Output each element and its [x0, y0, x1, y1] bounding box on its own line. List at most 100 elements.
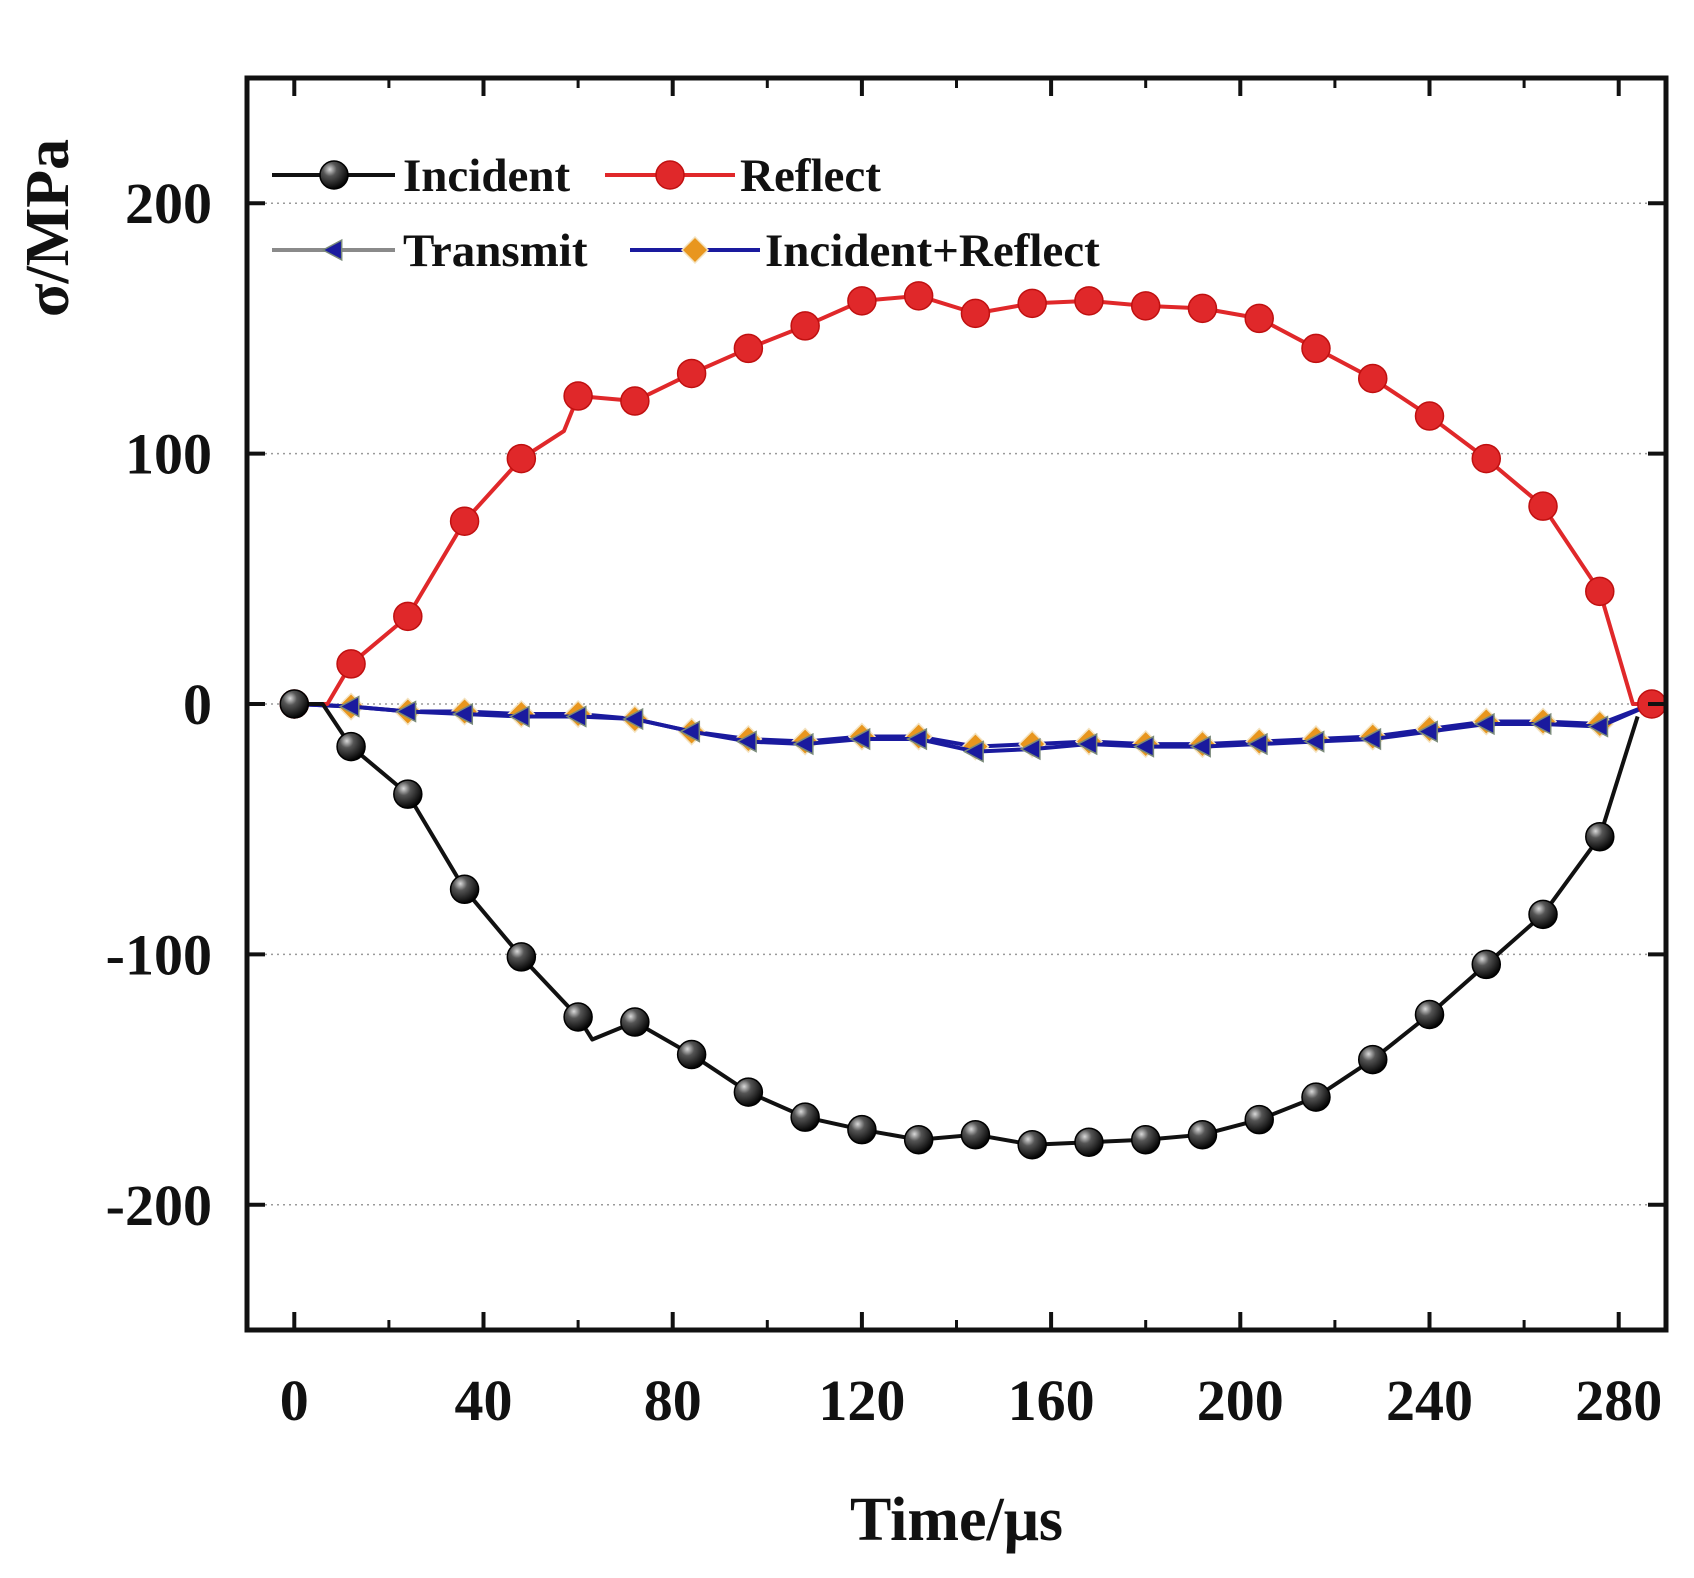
point-incident [563, 1002, 593, 1032]
series-reflect [279, 281, 1667, 719]
point-incident [393, 779, 423, 809]
series-line-incident [294, 702, 1640, 1147]
point-transmit [1473, 712, 1495, 736]
point-transmit [1587, 715, 1609, 738]
point-incident [1414, 999, 1445, 1030]
point-reflect [1357, 363, 1388, 394]
legend-label-transmit: Transmit [403, 225, 588, 277]
point-incident [903, 1124, 934, 1155]
point-incident [960, 1119, 991, 1150]
point-incident [676, 1039, 707, 1070]
series-layer [279, 281, 1667, 1160]
x-tick-label-200: 200 [1197, 1368, 1284, 1433]
point-incident [279, 689, 310, 719]
point-reflect [1017, 288, 1047, 319]
legend-marker-transmit [321, 238, 343, 262]
point-incident [506, 942, 537, 972]
point-transmit [1246, 732, 1268, 756]
point-reflect [1130, 291, 1161, 321]
point-incident [336, 731, 366, 762]
point-reflect [1585, 576, 1615, 607]
point-reflect [393, 601, 423, 632]
point-reflect [563, 381, 593, 411]
legend-item-transmit: Transmit [272, 225, 588, 277]
axis-ticks [247, 78, 1666, 1330]
point-transmit [451, 702, 474, 726]
point-transmit [906, 727, 928, 751]
legend: Incident Reflect Transmit Incident+Reflect [272, 150, 1100, 277]
point-transmit [338, 695, 360, 718]
y-tick-label-200: 200 [125, 171, 212, 236]
point-transmit [792, 732, 814, 756]
point-incident [1585, 821, 1615, 852]
legend-marker-incident [319, 160, 349, 190]
point-transmit [1530, 712, 1552, 736]
point-transmit [1303, 730, 1325, 753]
point-reflect [960, 298, 991, 329]
point-transmit [1076, 732, 1098, 756]
point-reflect [1301, 333, 1331, 364]
y-tick-labels: -200 -100 0 100 200 [106, 171, 212, 1238]
point-incident [847, 1114, 877, 1145]
legend-marker-incident-reflect [680, 235, 710, 265]
point-reflect [733, 333, 764, 364]
point-reflect [847, 286, 877, 316]
point-transmit [962, 740, 984, 763]
point-incident [1244, 1104, 1274, 1135]
legend-label-reflect: Reflect [740, 150, 881, 202]
x-tick-labels: 0 40 80 120 160 200 240 280 [280, 1368, 1662, 1433]
y-tick-label--200: -200 [106, 1173, 212, 1238]
legend-item-incident-reflect: Incident+Reflect [630, 225, 1100, 277]
point-incident [733, 1077, 764, 1107]
point-incident [1357, 1044, 1388, 1075]
grid-lines [247, 202, 1666, 1206]
point-transmit [849, 727, 871, 751]
x-tick-label-240: 240 [1386, 1368, 1473, 1433]
point-transmit [1019, 737, 1041, 761]
x-tick-label-80: 80 [644, 1368, 702, 1433]
legend-item-incident: Incident [272, 150, 570, 202]
point-incident [449, 874, 480, 905]
point-reflect [1528, 491, 1558, 521]
x-tick-label-40: 40 [455, 1368, 513, 1433]
legend-label-incident-reflect: Incident+Reflect [765, 225, 1100, 277]
x-tick-label-120: 120 [818, 1368, 905, 1433]
point-reflect [903, 281, 934, 311]
point-incident [1017, 1129, 1047, 1160]
point-reflect [676, 358, 707, 389]
point-transmit [508, 705, 530, 728]
point-incident [1471, 949, 1502, 980]
point-incident [1074, 1127, 1104, 1157]
point-incident [1301, 1082, 1331, 1112]
point-reflect [790, 311, 820, 341]
point-transmit [1416, 720, 1438, 743]
point-incident [620, 1007, 650, 1037]
y-axis-title: σ/MPa [14, 139, 82, 317]
point-transmit [1189, 735, 1211, 758]
point-incident [790, 1102, 820, 1132]
point-reflect [449, 506, 480, 536]
x-tick-label-0: 0 [280, 1368, 309, 1433]
x-axis-title: Time/μs [850, 1486, 1063, 1554]
point-reflect [336, 649, 366, 679]
point-reflect [1414, 401, 1445, 431]
y-tick-label--100: -100 [106, 922, 212, 987]
point-transmit [735, 730, 757, 753]
y-tick-label-100: 100 [125, 422, 212, 487]
point-reflect [1471, 443, 1502, 474]
point-reflect [1187, 293, 1218, 324]
point-reflect [1074, 286, 1104, 316]
legend-marker-reflect [655, 160, 685, 190]
point-transmit [565, 705, 587, 728]
point-reflect [620, 386, 650, 416]
y-tick-label-0: 0 [183, 672, 212, 737]
series-transmit [281, 692, 1661, 763]
point-reflect [506, 443, 537, 474]
point-transmit [1360, 727, 1382, 751]
point-transmit [622, 707, 644, 731]
point-incident [1130, 1124, 1161, 1155]
series-incident [279, 689, 1640, 1160]
x-tick-label-280: 280 [1575, 1368, 1662, 1433]
point-reflect [1244, 303, 1274, 334]
